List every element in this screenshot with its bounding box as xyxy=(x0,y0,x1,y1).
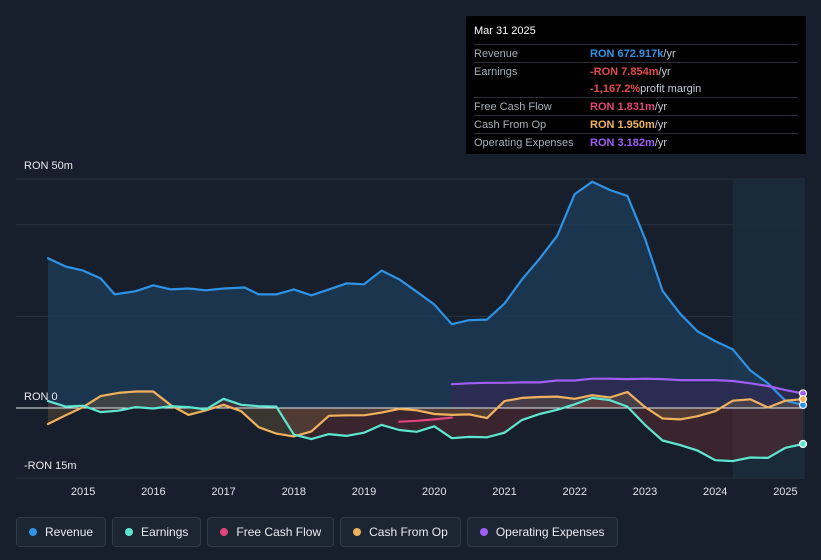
x-tick-label: 2017 xyxy=(211,486,235,498)
x-tick-label: 2019 xyxy=(352,486,376,498)
legend-label: Operating Expenses xyxy=(495,525,605,539)
tooltip-unit: /yr xyxy=(654,136,668,149)
x-tick-label: 2023 xyxy=(633,486,657,498)
legend-item-operating-expenses[interactable]: Operating Expenses xyxy=(466,517,618,547)
x-tick-label: 2018 xyxy=(282,486,306,498)
x-tick-label: 2020 xyxy=(422,486,446,498)
tooltip-row: -1,167.2% profit margin xyxy=(474,80,798,97)
tooltip-row: Free Cash Flow RON 1.831m /yr xyxy=(474,97,798,115)
legend-label: Free Cash Flow xyxy=(236,525,322,539)
tooltip-value: -RON 7.854m xyxy=(590,65,659,78)
tooltip-label: Earnings xyxy=(474,65,518,78)
tooltip-value: RON 1.950m xyxy=(590,118,655,131)
legend-label: Cash From Op xyxy=(369,525,448,539)
operating-expenses-line xyxy=(450,377,805,395)
revenue-line xyxy=(46,180,805,406)
legend-dot-icon xyxy=(353,528,362,536)
legend-item-cash-from-op[interactable]: Cash From Op xyxy=(340,517,461,547)
earnings-line xyxy=(46,396,805,463)
y-axis-label-zero: RON 0 xyxy=(24,391,58,403)
tooltip-row: Revenue RON 672.917k /yr xyxy=(474,44,798,62)
x-tick-label: 2016 xyxy=(141,486,165,498)
x-tick-label: 2022 xyxy=(563,486,587,498)
tooltip-label: Free Cash Flow xyxy=(474,100,552,113)
data-tooltip: Mar 31 2025 Revenue RON 672.917k /yr Earni… xyxy=(466,16,806,154)
y-axis-label-top: RON 50m xyxy=(24,160,73,172)
tooltip-label: Cash From Op xyxy=(474,118,547,131)
legend-item-earnings[interactable]: Earnings xyxy=(112,517,202,547)
tooltip-value: -1,167.2% xyxy=(590,82,641,95)
legend-dot-icon xyxy=(125,528,134,536)
tooltip-label: Revenue xyxy=(474,47,519,60)
tooltip-row: Operating Expenses RON 3.182m /yr xyxy=(474,133,798,151)
tooltip-unit: /yr xyxy=(654,118,668,131)
legend-label: Earnings xyxy=(141,525,189,539)
free-cash-flow-line xyxy=(398,416,453,423)
legend-dot-icon xyxy=(479,528,488,536)
x-tick-label: 2021 xyxy=(492,486,516,498)
tooltip-unit: /yr xyxy=(663,47,676,60)
chart-legend: Revenue Earnings Free Cash Flow Cash From O… xyxy=(16,517,618,547)
x-tick-label: 2015 xyxy=(71,486,95,498)
revenue-area xyxy=(48,181,803,408)
tooltip-value: RON 1.831m xyxy=(590,100,655,113)
tooltip-value: RON 672.917k xyxy=(590,47,664,60)
tooltip-label: Operating Expenses xyxy=(474,136,574,149)
tooltip-unit: profit margin xyxy=(640,82,702,95)
tooltip-date: Mar 31 2025 xyxy=(474,25,536,37)
x-tick-label: 2024 xyxy=(703,486,727,498)
tooltip-unit: /yr xyxy=(654,100,668,113)
legend-dot-icon xyxy=(29,528,37,536)
x-tick-label: 2025 xyxy=(773,486,797,498)
y-axis-label-bottom: -RON 15m xyxy=(24,460,77,472)
tooltip-row: Cash From Op RON 1.950m /yr xyxy=(474,115,798,133)
legend-label: Revenue xyxy=(45,525,94,539)
legend-item-revenue[interactable]: Revenue xyxy=(16,517,107,547)
earnings-area xyxy=(48,397,803,462)
cash-from-op-end-point xyxy=(798,394,808,404)
legend-dot-icon xyxy=(220,528,229,536)
tooltip-value: RON 3.182m xyxy=(590,136,655,149)
tooltip-unit: /yr xyxy=(658,65,671,78)
earnings-end-point xyxy=(798,439,808,449)
legend-item-free-cash-flow[interactable]: Free Cash Flow xyxy=(207,517,335,547)
tooltip-row: Earnings -RON 7.854m /yr xyxy=(474,62,798,80)
